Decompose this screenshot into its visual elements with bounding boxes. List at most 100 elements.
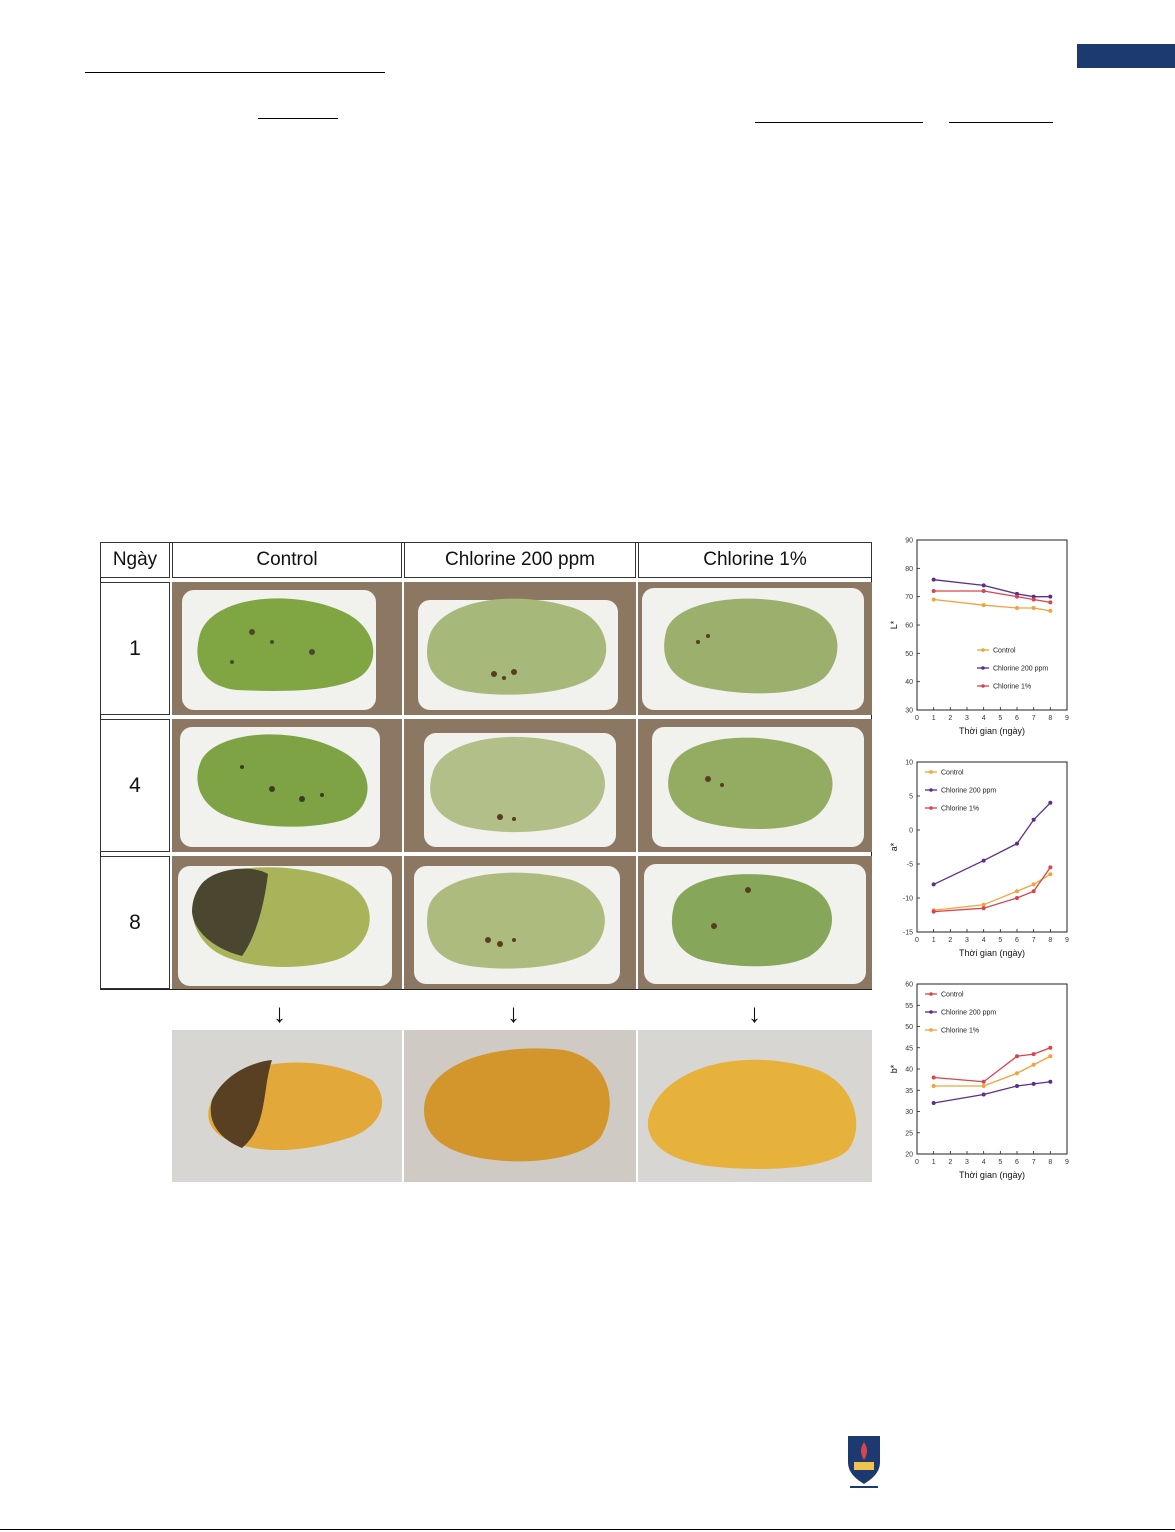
x-tick-label: 8 [1048, 1159, 1052, 1166]
photo-chlorine200-day4 [404, 719, 636, 852]
photo-cut-control [172, 1030, 402, 1182]
legend-marker [929, 770, 933, 774]
y-tick-label: 5 [909, 794, 913, 801]
data-point [1015, 594, 1019, 599]
data-point [1048, 800, 1053, 805]
legend-marker [929, 1028, 933, 1032]
x-tick-label: 4 [982, 715, 986, 722]
y-tick-label: -10 [903, 896, 913, 903]
day-label-8: 8 [129, 910, 141, 934]
header-day: Ngày [100, 542, 170, 578]
x-tick-label: 5 [998, 715, 1002, 722]
chart-lightness: 0 1 2 3 4 5 6 7 8 9 30 40 50 60 70 80 90 Thời gian (ngày)… [885, 530, 1075, 745]
legend-label: Control [993, 648, 1016, 655]
legend-label: Chlorine 200 ppm [941, 1010, 996, 1017]
data-point [981, 858, 986, 863]
x-tick-label: 1 [932, 715, 936, 722]
chart-b-value: 0 1 2 3 4 5 6 7 8 9 20 25 30 35 40 45 50 55 60 Thời gian (n… [885, 974, 1075, 1189]
photo-chlorine1-day8 [638, 856, 872, 989]
university-logo [838, 1432, 890, 1490]
header-chlorine-200ppm-label: Chlorine 200 ppm [445, 549, 595, 570]
plot-frame [916, 761, 1068, 933]
legend-marker [981, 684, 985, 688]
x-tick-label: 0 [915, 937, 919, 944]
data-point [1048, 865, 1053, 870]
x-tick-label: 8 [1048, 715, 1052, 722]
data-point [1015, 591, 1019, 596]
header-chlorine-1pct: Chlorine 1% [638, 542, 872, 578]
x-tick-label: 6 [1015, 1159, 1019, 1166]
data-point [931, 1084, 936, 1088]
legend-marker [929, 806, 933, 810]
data-point [1031, 594, 1036, 599]
x-tick-label: 2 [948, 715, 952, 722]
header-chlorine-200ppm: Chlorine 200 ppm [404, 542, 636, 578]
data-point [981, 1092, 986, 1097]
data-point [931, 577, 936, 582]
x-axis-label: Thời gian (ngày) [959, 726, 1025, 736]
legend-label: Chlorine 200 ppm [941, 788, 996, 795]
photo-control-day1 [172, 582, 402, 715]
data-point [1048, 1045, 1053, 1050]
data-point [931, 1101, 936, 1105]
legend-marker [929, 992, 933, 996]
data-point [1048, 594, 1053, 599]
y-tick-label: 40 [905, 1067, 913, 1074]
plot-frame [916, 539, 1068, 711]
photo-cut-chlorine200 [404, 1030, 636, 1182]
header-underline-3 [949, 122, 1053, 123]
y-tick-label: -15 [903, 930, 913, 937]
x-tick-label: 7 [1032, 715, 1036, 722]
data-point [1015, 606, 1019, 610]
x-tick-label: 7 [1032, 937, 1036, 944]
legend-label: Chlorine 200 ppm [993, 666, 1048, 673]
photo-control-day8 [172, 856, 402, 989]
x-tick-label: 5 [998, 1159, 1002, 1166]
y-tick-label: 35 [905, 1088, 913, 1095]
y-tick-label: 80 [905, 566, 913, 573]
header-underline-1 [258, 118, 338, 119]
legend-label: Chlorine 1% [941, 1028, 979, 1035]
data-point [1031, 1052, 1036, 1057]
y-axis-label: L* [889, 620, 899, 629]
y-tick-label: 60 [905, 623, 913, 630]
y-tick-label: 30 [905, 708, 913, 715]
header-control: Control [172, 542, 402, 578]
header-control-label: Control [256, 549, 318, 570]
y-tick-label: 90 [905, 538, 913, 545]
day-label-1: 1 [129, 636, 141, 660]
photo-chlorine200-day8 [404, 856, 636, 989]
photo-control-day4 [172, 719, 402, 852]
legend-marker [981, 648, 985, 652]
down-arrow-icon: ↓ [273, 998, 286, 1028]
y-tick-label: 30 [905, 1109, 913, 1116]
y-tick-label: 40 [905, 679, 913, 686]
photo-chlorine200-day1 [404, 582, 636, 715]
header-rule [85, 72, 385, 73]
data-point [1015, 841, 1019, 846]
data-point [1031, 1081, 1036, 1086]
data-point [931, 1075, 936, 1080]
data-point [1031, 889, 1036, 894]
day-label-4: 4 [129, 773, 141, 797]
y-tick-label: 20 [905, 1152, 913, 1159]
data-point [1031, 597, 1036, 602]
data-point [1048, 1079, 1053, 1084]
data-point [1015, 889, 1019, 894]
x-tick-label: 9 [1065, 937, 1069, 944]
y-tick-label: 70 [905, 594, 913, 601]
day-cell-4: 4 [100, 719, 170, 852]
x-tick-label: 8 [1048, 937, 1052, 944]
legend-marker [929, 1010, 933, 1014]
legend-label: Control [941, 992, 964, 999]
plot-frame [916, 983, 1068, 1155]
header-day-label: Ngày [112, 549, 158, 570]
data-point [1015, 896, 1019, 900]
data-point [1015, 1054, 1019, 1059]
data-point [1048, 600, 1053, 605]
y-tick-label: 45 [905, 1045, 913, 1052]
x-tick-label: 1 [932, 937, 936, 944]
data-point [1015, 1071, 1019, 1076]
x-tick-label: 4 [982, 1159, 986, 1166]
legend-label: Chlorine 1% [993, 684, 1031, 691]
